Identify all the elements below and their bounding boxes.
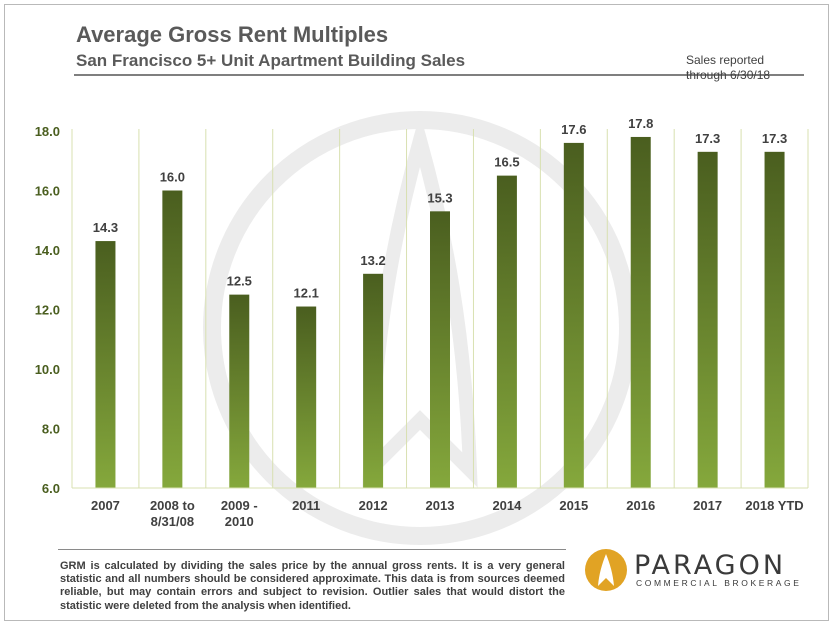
x-tick-label: 2010 [225,514,254,529]
bar [95,241,116,488]
bar [563,142,584,488]
data-label: 16.5 [494,155,519,170]
bar [697,151,718,488]
x-tick-label: 2017 [693,498,722,513]
data-label: 13.2 [360,253,385,268]
y-tick-label: 12.0 [35,303,60,318]
data-label: 17.8 [628,116,653,131]
chart-subtitle: San Francisco 5+ Unit Apartment Building… [76,51,466,70]
logo-tagline: COMMERCIAL BROKERAGE [636,578,802,588]
x-tick-label: 2018 YTD [745,498,803,513]
data-label: 12.1 [294,286,319,301]
x-tick-label: 2011 [292,498,320,513]
chart-frame [4,4,829,621]
data-label: 15.3 [427,190,452,205]
data-label: 17.6 [561,122,586,137]
x-tick-label: 2008 to [150,498,195,513]
bar [363,273,384,488]
data-label: 16.0 [160,170,185,185]
sales-note-line-1: Sales reported [686,53,765,67]
logo-name: PARAGON [634,550,787,581]
y-tick-label: 16.0 [35,184,60,199]
bar [764,151,785,488]
bar [229,294,250,488]
data-label: 12.5 [227,274,252,289]
x-tick-label: 2012 [359,498,388,513]
data-label: 17.3 [762,131,787,146]
bar [630,136,651,488]
x-tick-label: 2009 - [221,498,258,513]
y-tick-label: 8.0 [42,422,60,437]
title-divider [74,74,804,76]
data-label: 17.3 [695,131,720,146]
bar [430,211,450,488]
footer-disclaimer: GRM is calculated by dividing the sales … [60,560,565,612]
x-tick-label: 2014 [492,498,522,513]
bar [162,190,183,488]
y-tick-label: 6.0 [42,481,60,496]
sales-note-line-2: through 6/30/18 [686,68,771,82]
y-tick-label: 14.0 [35,243,60,258]
sales-note: Sales reported through 6/30/18 [686,53,816,83]
x-tick-label: 2013 [426,498,455,513]
chart-title: Average Gross Rent Multiples [76,22,389,47]
x-tick-label: 8/31/08 [151,514,194,529]
y-tick-label: 18.0 [35,124,60,139]
x-tick-label: 2016 [626,498,655,513]
footer-divider [58,549,566,550]
x-tick-label: 2007 [91,498,120,513]
paragon-logo: PARAGON COMMERCIAL BROKERAGE [584,548,799,596]
watermark-mark [362,113,478,488]
data-label: 14.3 [93,220,118,235]
x-tick-label: 2015 [559,498,588,513]
paragon-logo-mark-icon [585,549,627,591]
y-tick-label: 10.0 [35,362,60,377]
bar [496,175,517,488]
bar [296,306,317,488]
